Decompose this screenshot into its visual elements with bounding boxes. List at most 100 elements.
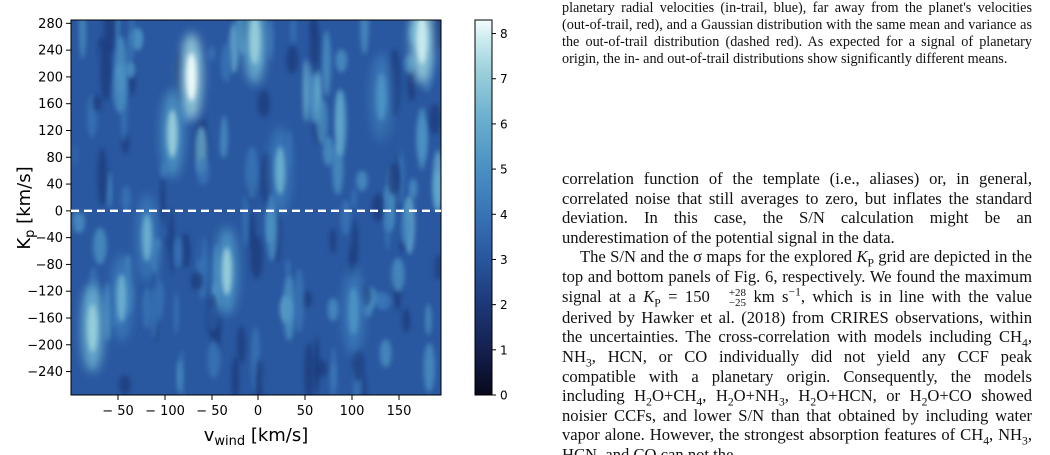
heatmap-streak	[79, 20, 86, 59]
heatmap-streak	[156, 243, 171, 284]
heatmap-streak	[360, 20, 369, 55]
heatmap-streak	[136, 28, 142, 51]
heatmap-bright-features	[81, 20, 433, 373]
colorbar-axis: 8 7 6 5 4 3 2 1 0	[492, 27, 508, 403]
y-tick-label: 80	[46, 151, 63, 166]
colorbar-tick-label: 6	[500, 117, 508, 131]
heatmap-streak	[176, 360, 182, 393]
paragraph-2: The S/N and the σ maps for the explored …	[562, 247, 1032, 455]
y-tick-label: −80	[36, 258, 63, 273]
heatmap-streak	[379, 339, 392, 368]
heatmap-streak	[352, 347, 365, 382]
x-tick-label: 150	[387, 404, 412, 419]
heatmap-streak	[316, 99, 329, 145]
bright-feature-core	[348, 287, 359, 336]
y-tick-label: 120	[38, 124, 63, 139]
colorbar-tick-label: 1	[500, 343, 508, 357]
heatmap-streak	[71, 40, 81, 97]
heatmap-streak	[322, 136, 335, 167]
colorbar	[475, 20, 492, 395]
heatmap-streak	[93, 227, 107, 265]
x-tick-label: 100	[340, 404, 365, 419]
heatmap-streak	[286, 45, 299, 74]
colorbar-frame	[474, 19, 493, 396]
heatmap-streak	[97, 147, 108, 207]
heatmap-streak	[411, 288, 422, 324]
colorbar-tick-label: 3	[500, 253, 508, 267]
bright-feature-core	[167, 109, 178, 158]
heatmap-streak	[245, 146, 259, 201]
heatmap-streak	[180, 233, 191, 269]
bright-feature-core	[186, 52, 197, 101]
figure-caption: planetary radial velocities (in-trail, b…	[562, 0, 1032, 68]
heatmap-streak	[322, 30, 331, 97]
heatmap-streak	[114, 20, 120, 46]
bright-feature-core	[87, 304, 98, 353]
heatmap-streak	[196, 157, 210, 185]
heatmap-streak	[190, 271, 204, 291]
heatmap-streak	[375, 291, 385, 310]
heatmap-streak	[391, 257, 405, 292]
x-axis: − 50 − 100 − 50 0 50 100 150	[102, 395, 411, 419]
y-axis: 280 240 200 160 120 80 40 0 −40 −80 −120 −160 −200 −2…	[27, 17, 71, 380]
bright-feature-core	[116, 273, 127, 322]
heatmap-streak	[285, 259, 291, 276]
heatmap-streak	[433, 150, 441, 211]
heatmap-streak	[100, 39, 112, 101]
heatmap-streak	[231, 356, 240, 395]
y-tick-label: −120	[27, 285, 63, 300]
heatmap-streak	[219, 115, 228, 159]
heatmap-streak	[340, 199, 352, 236]
heatmap-streak	[208, 45, 215, 63]
kp-vwind-map-figure: 28024020016012080400−40−80−120−160−200−2…	[14, 17, 508, 449]
body-text: correlation function of the template (i.…	[562, 169, 1032, 455]
heatmap-streak	[250, 235, 263, 279]
heatmap-streak	[329, 228, 337, 254]
y-tick-label: 200	[38, 70, 63, 85]
x-tick-label: 50	[297, 404, 314, 419]
y-tick-label: −160	[27, 311, 63, 326]
heatmap-streak	[113, 62, 127, 114]
heatmap-streak	[417, 117, 427, 170]
x-tick-label: 0	[254, 404, 262, 419]
y-tick-label: −200	[27, 338, 63, 353]
text-column: planetary radial velocities (in-trail, b…	[562, 0, 1032, 455]
heatmap-streak	[220, 43, 232, 83]
heatmap-streak	[327, 298, 339, 321]
heatmap-streak	[207, 340, 221, 379]
heatmap-streak	[173, 292, 179, 334]
heatmap-streak	[272, 20, 280, 43]
heatmap-streak	[318, 206, 325, 242]
heatmap-streak	[387, 308, 400, 349]
heatmap-streak	[236, 325, 246, 364]
heatmap-streak	[384, 185, 391, 251]
colorbar-tick-label: 0	[500, 389, 508, 403]
y-tick-label: 240	[38, 44, 63, 59]
y-tick-label: 0	[55, 204, 63, 219]
colorbar-tick-label: 8	[500, 27, 508, 41]
x-tick-label: − 100	[145, 404, 185, 419]
heatmap-streak	[192, 214, 205, 261]
heatmap-streak	[262, 372, 268, 395]
heatmap-streak	[208, 80, 222, 147]
heatmap-streak	[125, 62, 136, 79]
heatmap-streak	[71, 104, 78, 172]
y-tick-label: 280	[38, 17, 63, 32]
heatmap-streak	[315, 359, 328, 378]
heatmap-streak	[402, 308, 411, 333]
heatmap-streak	[387, 163, 400, 196]
bright-feature-core	[416, 20, 427, 65]
plot-frame	[70, 19, 442, 396]
caption-text: planetary radial velocities (in-trail, b…	[562, 0, 1032, 67]
heatmap-streak	[304, 342, 315, 395]
y-tick-label: 160	[38, 97, 63, 112]
heatmap-streak	[71, 186, 77, 213]
x-tick-label: − 50	[102, 404, 134, 419]
heatmap-streak	[268, 328, 278, 378]
heatmap-streak	[129, 20, 135, 39]
heatmap-streak	[92, 94, 102, 112]
bright-feature-core	[249, 20, 260, 65]
heatmap-streak	[396, 139, 403, 159]
y-axis-label: Kp [km/s]	[14, 166, 38, 249]
heatmap-streak	[149, 81, 163, 129]
